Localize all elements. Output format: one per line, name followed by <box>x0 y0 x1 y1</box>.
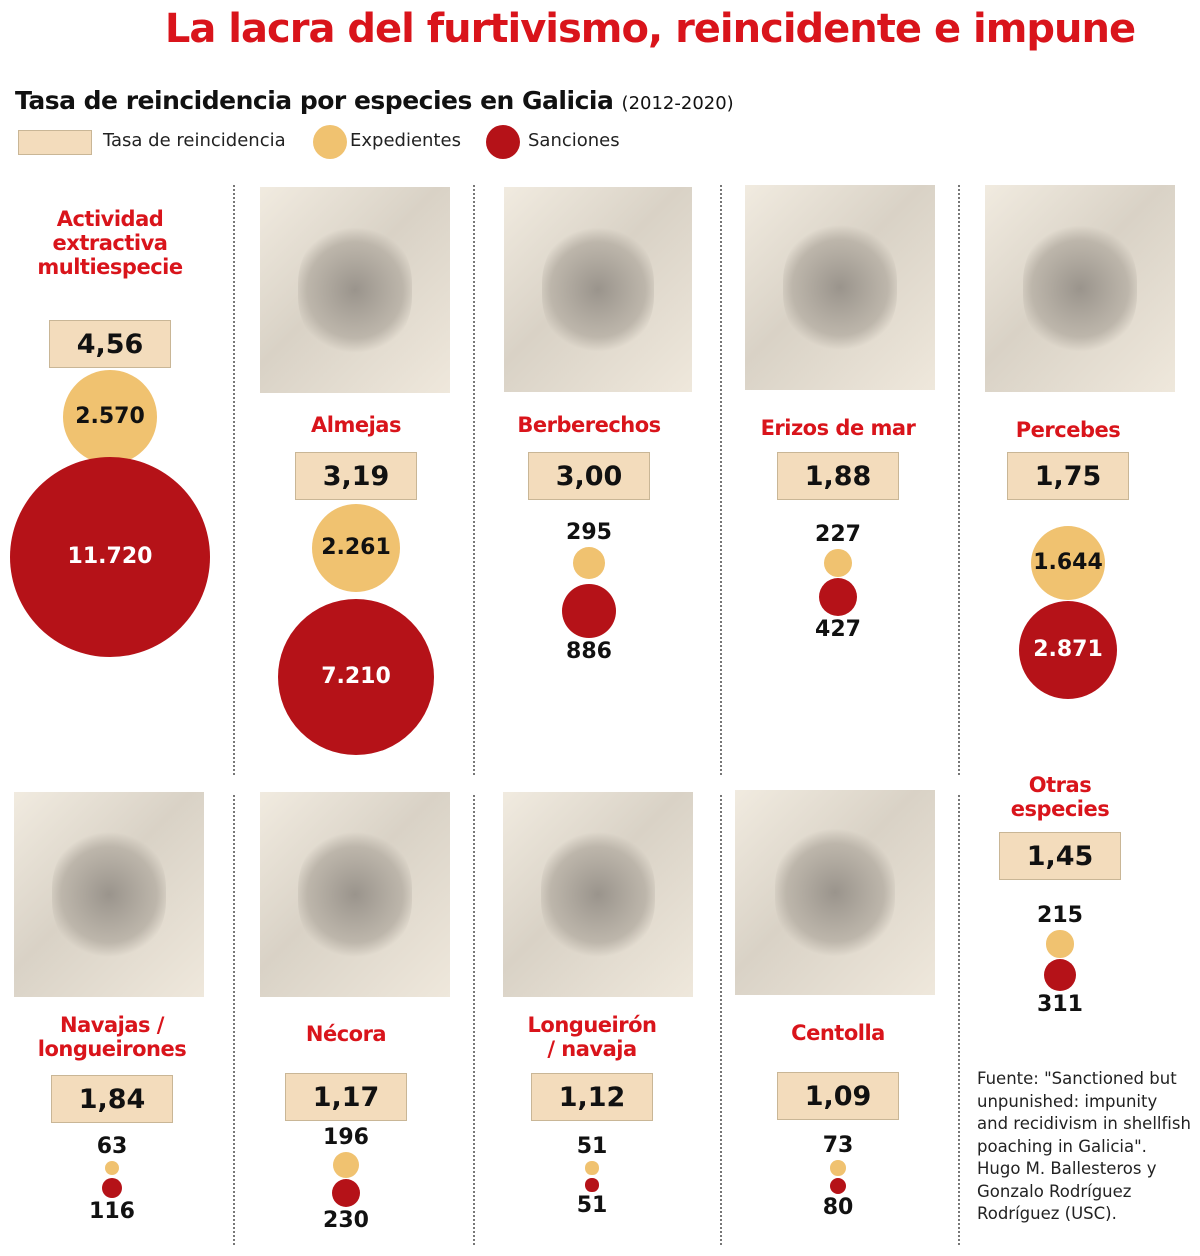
expedientes-bubble <box>573 547 605 579</box>
rate-box: 1,45 <box>999 832 1121 880</box>
category-label: Otras especies <box>1010 773 1110 821</box>
value-label: 116 <box>89 1198 135 1224</box>
expedientes-bubble <box>333 1152 359 1178</box>
category-label: Centolla <box>791 1021 885 1045</box>
category-label: Longueirón / navaja <box>527 1013 657 1061</box>
legend-label: Expedientes <box>350 130 461 151</box>
species-photo <box>735 790 935 995</box>
expedientes-bubble <box>312 504 400 592</box>
sanciones-bubble <box>102 1178 122 1198</box>
value-label: 886 <box>566 639 612 665</box>
sanciones-bubble <box>561 583 617 639</box>
value-label: 7.210 <box>321 664 391 689</box>
species-photo <box>503 792 693 997</box>
separator <box>233 185 235 775</box>
rate-box: 1,75 <box>1007 452 1129 500</box>
legend-label: Tasa de reincidencia <box>103 130 286 151</box>
rate-box: 1,84 <box>51 1075 173 1123</box>
value-label: 11.720 <box>67 544 153 569</box>
legend-swatch <box>486 125 520 159</box>
sanciones-bubble <box>1018 600 1118 700</box>
value-label: 63 <box>96 1133 128 1159</box>
legend-label: Sanciones <box>528 130 620 151</box>
sanciones-bubble <box>10 457 210 657</box>
subtitle-text: Tasa de reincidencia por especies en Gal… <box>15 86 614 115</box>
value-label: 1.644 <box>1033 550 1103 575</box>
rate-box: 1,17 <box>285 1073 407 1121</box>
expedientes-bubble <box>63 370 157 464</box>
value-label: 215 <box>1037 903 1083 929</box>
expedientes-bubble <box>830 1160 846 1176</box>
value-label: 2.261 <box>321 535 391 560</box>
species-photo <box>260 187 450 393</box>
expedientes-bubble <box>1030 525 1106 601</box>
category-label: Almejas <box>311 413 401 437</box>
species-photo <box>504 187 692 392</box>
value-label: 227 <box>815 522 861 548</box>
species-photo <box>260 792 450 997</box>
separator <box>473 185 475 775</box>
category-label: Nécora <box>305 1022 387 1046</box>
value-label: 230 <box>323 1208 369 1233</box>
value-label: 295 <box>566 520 612 546</box>
value-label: 73 <box>822 1133 854 1159</box>
separator <box>720 185 722 775</box>
source-note: Fuente: "Sanctioned but unpunished: impu… <box>977 1069 1191 1223</box>
rate-box: 1,88 <box>777 452 899 500</box>
subtitle: Tasa de reincidencia por especies en Gal… <box>15 86 734 115</box>
category-label: Actividad extractiva multiespecie <box>37 207 183 279</box>
separator <box>233 795 235 1245</box>
chart-title: La lacra del furtivismo, reincidente e i… <box>164 6 1136 52</box>
species-photo <box>745 185 935 390</box>
category-label: Percebes <box>1015 418 1121 442</box>
expedientes-bubble <box>104 1160 120 1176</box>
category-label: Berberechos <box>517 413 661 437</box>
value-label: 51 <box>576 1134 608 1160</box>
sanciones-bubble <box>277 598 435 756</box>
rate-box: 1,09 <box>777 1072 899 1120</box>
sanciones-bubble <box>585 1178 599 1192</box>
expedientes-bubble <box>1046 930 1074 958</box>
subtitle-note: (2012-2020) <box>621 93 734 114</box>
sanciones-bubble <box>331 1178 360 1207</box>
expedientes-bubble <box>585 1161 599 1175</box>
species-photo <box>14 792 204 997</box>
separator <box>720 795 722 1245</box>
rate-box: 4,56 <box>49 320 171 368</box>
category-label: Erizos de mar <box>760 416 916 440</box>
legend-swatch <box>313 125 347 159</box>
value-label: 311 <box>1037 992 1083 1018</box>
sanciones-bubble <box>1043 958 1077 992</box>
value-label: 427 <box>815 617 861 643</box>
species-photo <box>985 185 1175 392</box>
value-label: 2.871 <box>1033 637 1103 662</box>
rate-box: 3,00 <box>528 452 650 500</box>
sanciones-bubble <box>818 577 858 617</box>
value-label: 196 <box>323 1125 369 1151</box>
category-label: Navajas / longueirones <box>37 1013 187 1061</box>
separator <box>473 795 475 1245</box>
separator <box>958 185 960 775</box>
value-label: 51 <box>576 1192 608 1218</box>
value-label: 2.570 <box>75 404 145 429</box>
separator <box>958 795 960 1245</box>
value-label: 80 <box>822 1195 854 1221</box>
rate-box: 1,12 <box>531 1073 653 1121</box>
rate-box: 3,19 <box>295 452 417 500</box>
sanciones-bubble <box>829 1177 847 1195</box>
legend-swatch <box>18 130 92 155</box>
expedientes-bubble <box>824 549 852 577</box>
